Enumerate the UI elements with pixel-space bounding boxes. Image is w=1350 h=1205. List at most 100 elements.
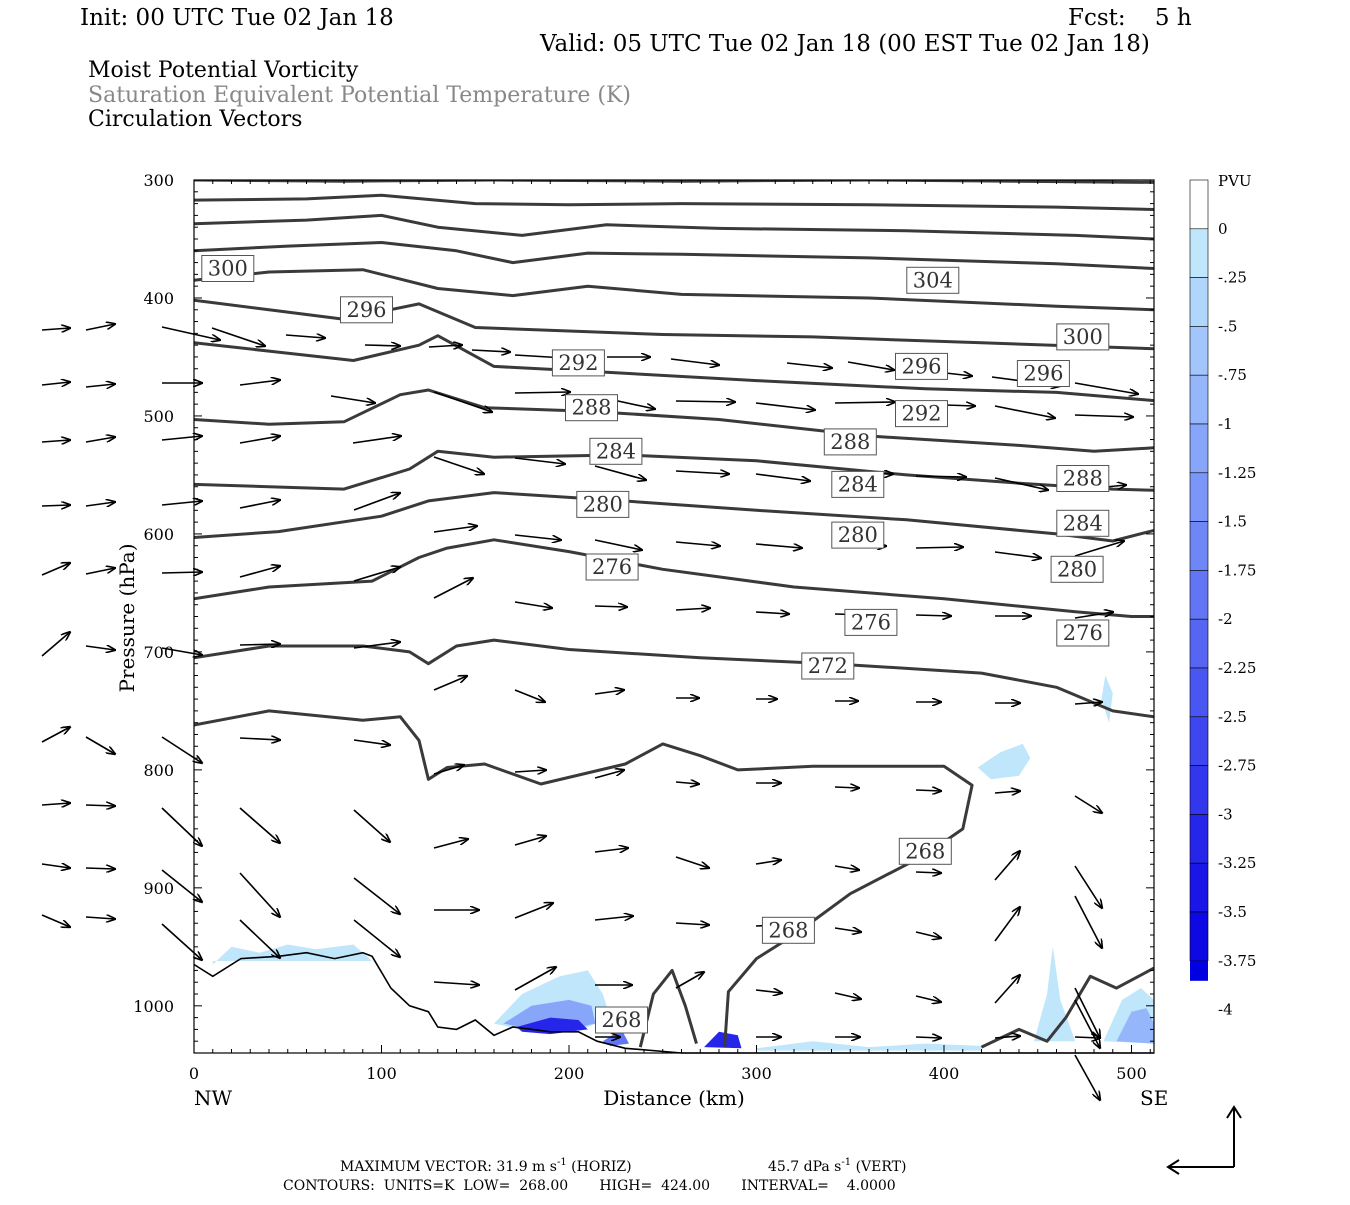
circulation-vector [755,402,815,410]
circulation-vector [433,391,492,412]
contour-label: 272 [801,652,855,680]
circulation-vector [161,807,202,846]
circulation-vector [915,1037,941,1038]
circulation-vector [994,405,1055,418]
contour-label: 276 [1056,619,1110,647]
colorbar-label: -1 [1218,415,1233,433]
y-tick-label: 500 [143,407,174,426]
contour-label-box [201,255,255,282]
circulation-vector [594,848,628,852]
circulation-vector [834,866,859,870]
contour-label-text: 268 [601,1008,641,1032]
theta-e-contour [194,491,1154,543]
contour-label: 284 [831,470,885,498]
colorbar-swatch [1189,618,1209,669]
colorbar-swatch [1189,472,1209,522]
contour-label: 300 [1056,323,1110,351]
contour-label-text: 300 [1063,325,1103,349]
circulation-vector [353,809,390,842]
colorbar-swatch [1189,765,1209,815]
contour-label-box [1016,360,1070,387]
circulation-vector [433,456,484,474]
contour-label-text: 268 [768,918,808,942]
circulation-vector [670,358,719,365]
colorbar-label: -3.25 [1218,854,1256,872]
circulation-vector [239,644,280,645]
contour-label-text: 292 [558,351,598,375]
contour-label-text: 300 [208,257,248,281]
contour-label-text: 296 [1023,362,1063,386]
contour-label-text: 284 [838,472,878,496]
circulation-vector [675,608,710,610]
circulation-vector [514,689,545,702]
contour-label-box [1056,509,1110,537]
mpv-shade-region [1034,946,1076,1042]
colorbar-swatch [1189,374,1209,425]
colorbar-label: -2 [1218,610,1233,628]
footer-vertical: 45.7 dPa s-1 (VERT) [768,1157,906,1175]
circulation-vector [1074,999,1100,1048]
contour-label: 300 [201,255,255,282]
colorbar-label: -3.75 [1218,952,1256,970]
theta-e-contour [194,709,974,1048]
circulation-vector [594,690,624,694]
circulation-vector [41,727,70,743]
circulation-vector [353,642,400,649]
circulation-vector [834,928,861,932]
contour-label-text: 276 [1063,621,1103,645]
circulation-vector [161,736,202,763]
footer-contours: CONTOURS: UNITS=K LOW= 268.00 HIGH= 424.… [283,1178,896,1194]
contour-label-box [340,296,393,324]
colorbar-label: -2.25 [1218,659,1256,677]
theta-e-contour [194,241,1154,270]
circulation-vector [471,350,510,352]
colorbar-label: -2.75 [1218,757,1256,775]
circulation-vector [915,790,941,791]
circulation-vector [352,436,401,444]
mpv-shade-region [756,1041,982,1051]
circulation-vector [514,392,570,393]
circulation-vector [211,327,265,346]
field-label-vectors: Circulation Vectors [88,107,302,132]
circulation-vector [161,923,202,960]
circulation-vector [755,543,802,548]
colorbar-swatch [1189,277,1209,327]
circulation-vector [514,457,565,464]
circulation-vector [994,851,1020,881]
colorbar-swatch [1189,228,1209,278]
contour-label-box [1056,323,1110,351]
y-tick-label: 800 [143,761,174,780]
circulation-vector [1074,895,1102,948]
contour-label-text: 284 [1063,511,1103,535]
circulation-vector [514,836,546,846]
circulation-vector [675,401,735,402]
theta-e-contour [194,638,1154,719]
circulation-vector [915,547,963,548]
circulation-vector [994,477,1048,490]
circulation-vector [433,839,468,849]
theta-e-contour [194,268,1154,312]
circulation-vector [675,782,699,784]
circulation-vector [433,526,477,533]
circulation-vector [834,787,859,788]
colorbar-swatch [1189,716,1209,766]
circulation-vector [915,615,951,616]
contour-label-box [595,1006,648,1034]
circulation-vector [41,632,70,657]
circulation-vector [239,436,280,444]
contour-label-box [831,470,885,498]
circulation-vector [514,770,546,772]
circulation-vector [41,505,70,506]
contour-label-text: 284 [596,439,636,463]
contour-label: 292 [551,349,605,377]
circulation-vector [433,578,473,599]
theta-e-contour [194,213,1154,241]
colorbar-label: -1.75 [1218,561,1256,579]
theta-e-contour [638,968,698,1048]
circulation-vector [915,476,966,477]
colorbar-label: -1.5 [1218,513,1247,531]
contour-label-text: 276 [851,610,891,634]
colorbar-label: -3 [1218,805,1233,823]
circulation-vector [433,982,479,985]
